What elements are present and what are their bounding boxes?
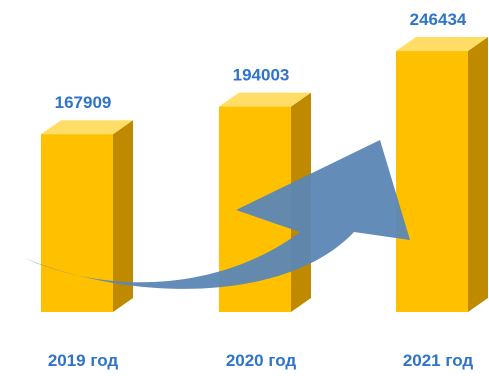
bar-top: [41, 120, 133, 135]
growth-arrow: [24, 140, 410, 289]
bar-front: [396, 51, 468, 312]
bar-side: [113, 120, 133, 312]
labels: 167909 2019 год 194003 2020 год 246434 2021 г…: [48, 10, 474, 370]
category-label: 2020 год: [226, 351, 297, 370]
bar-3: [396, 37, 488, 312]
category-label: 2019 год: [48, 351, 119, 370]
value-label: 246434: [410, 10, 467, 29]
bar-top: [219, 92, 311, 107]
bar-1: [41, 120, 133, 312]
bar-top: [396, 37, 488, 52]
bar-side: [468, 37, 488, 312]
category-label: 2021 год: [403, 351, 474, 370]
value-label: 167909: [55, 93, 112, 112]
bar-front: [41, 134, 113, 312]
value-label: 194003: [233, 66, 290, 85]
